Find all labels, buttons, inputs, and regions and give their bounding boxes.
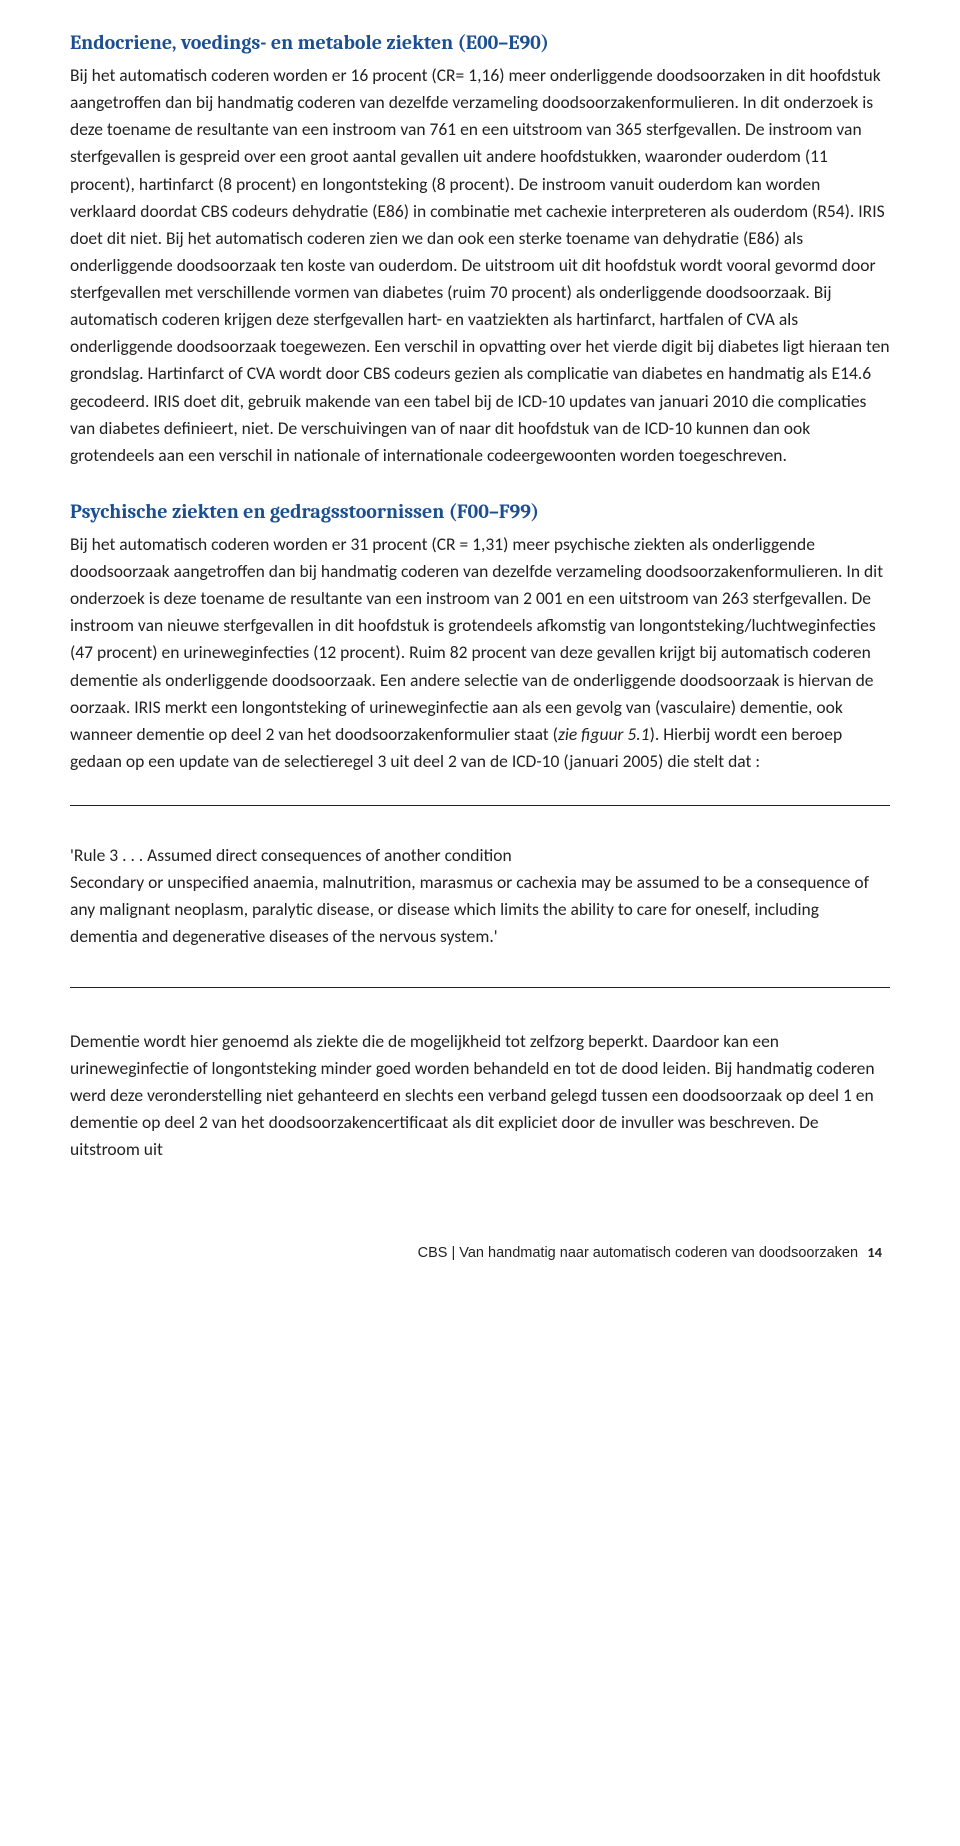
page-footer: CBS | Van handmatig naar automatisch cod…	[70, 1243, 890, 1261]
heading-psych: Psychische ziekten en gedragsstoornissen…	[70, 499, 890, 525]
paragraph-psych-text-1: Bij het automatisch coderen worden er 31…	[70, 533, 883, 745]
rule-3-quote: 'Rule 3 . . . Assumed direct consequence…	[70, 805, 890, 988]
paragraph-psych: Bij het automatisch coderen worden er 31…	[70, 531, 890, 775]
footer-page-number: 14	[867, 1243, 882, 1261]
footer-publication: CBS | Van handmatig naar automatisch cod…	[418, 1245, 858, 1261]
document-page: Endocriene, voedings- en metabole ziekte…	[0, 0, 960, 1301]
figure-ref: zie figuur 5.1	[558, 723, 650, 745]
paragraph-dementia: Dementie wordt hier genoemd als ziekte d…	[70, 1028, 890, 1164]
heading-endocrine: Endocriene, voedings- en metabole ziekte…	[70, 30, 890, 56]
paragraph-endocrine: Bij het automatisch coderen worden er 16…	[70, 62, 890, 469]
